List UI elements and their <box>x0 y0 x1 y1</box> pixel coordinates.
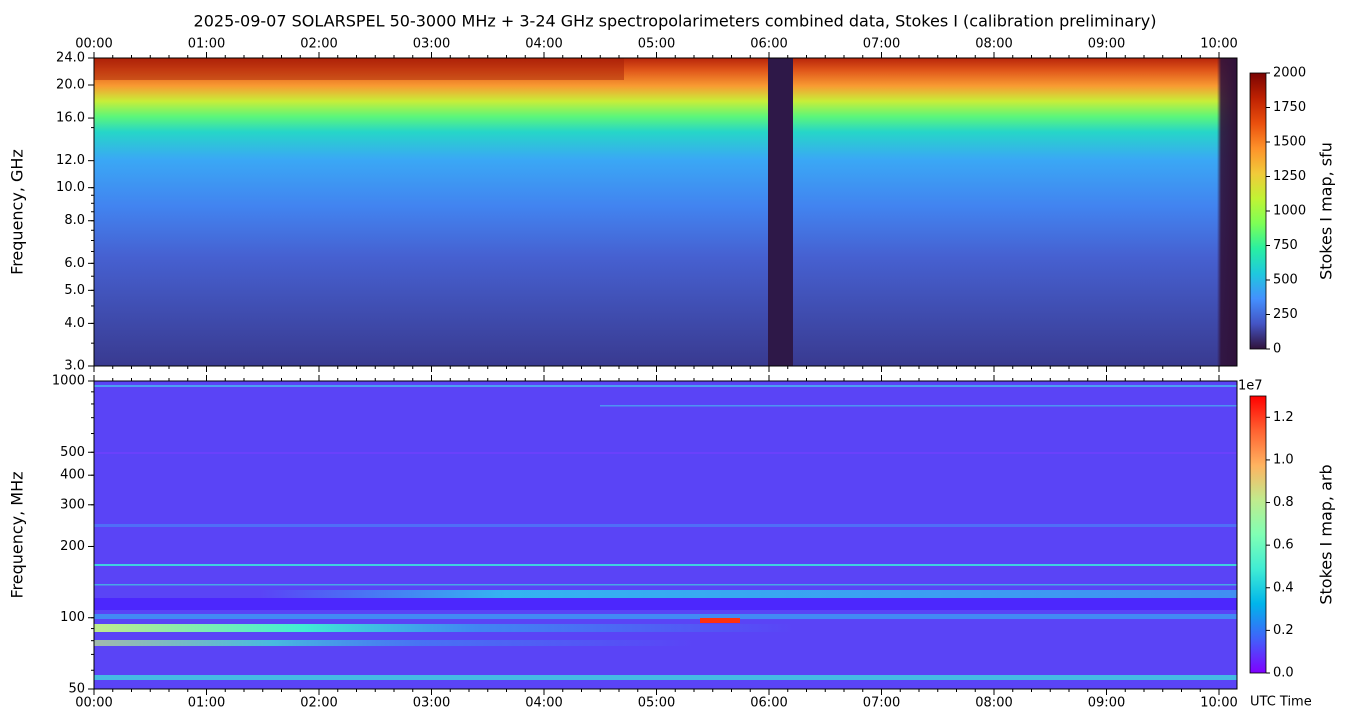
y-tick-label: 20.0 <box>56 78 85 93</box>
y-tick-label: 10.0 <box>56 180 85 195</box>
y-tick-label: 300 <box>60 497 85 512</box>
x-tick-label: 07:00 <box>863 696 900 711</box>
x-tick-label: 06:00 <box>750 37 787 52</box>
colorbar-tick-label: 1500 <box>1273 135 1306 150</box>
x-tick-label: 08:00 <box>975 696 1012 711</box>
colorbar-tick-label: 2000 <box>1273 66 1306 81</box>
colorbar-tick-label: 1.2 <box>1273 410 1294 425</box>
heatmap-gap <box>768 58 793 366</box>
heatmap-band <box>94 624 794 632</box>
heatmap-burst <box>700 618 740 623</box>
colorbar-label: Stokes I map, sfu <box>1317 142 1336 280</box>
x-tick-label: 09:00 <box>1088 37 1125 52</box>
y-tick-label: 6.0 <box>64 256 85 271</box>
x-tick-label: 00:00 <box>75 37 112 52</box>
heatmap-band <box>260 590 1237 598</box>
y-tick-label: 16.0 <box>56 111 85 126</box>
colorbar-tick-label: 1.0 <box>1273 452 1294 467</box>
heatmap-band <box>94 58 624 80</box>
x-tick-label: 03:00 <box>413 37 450 52</box>
y-tick-label: 3.0 <box>64 359 85 374</box>
y-tick-label: 5.0 <box>64 283 85 298</box>
colorbar-tick-label: 1250 <box>1273 169 1306 184</box>
heatmap-band <box>94 614 1237 619</box>
colorbar-tick-label: 1750 <box>1273 100 1306 115</box>
heatmap-line <box>94 584 1237 586</box>
bottom-spectrogram <box>94 381 1237 689</box>
y-tick-label: 1000 <box>52 374 85 389</box>
colorbar-tick-label: 0.2 <box>1273 623 1294 638</box>
heatmap-gap <box>1217 58 1237 366</box>
x-tick-label: 02:00 <box>300 37 337 52</box>
heatmap-line <box>600 405 1237 407</box>
x-tick-label: 03:00 <box>413 696 450 711</box>
top-spectrogram <box>94 58 1237 366</box>
x-axis-label: UTC Time <box>1250 695 1312 710</box>
y-tick-label: 50 <box>68 682 85 697</box>
heatmap-field <box>94 381 1237 689</box>
x-tick-label: 05:00 <box>638 37 675 52</box>
x-tick-label: 09:00 <box>1088 696 1125 711</box>
x-tick-label: 01:00 <box>188 37 225 52</box>
x-tick-label: 05:00 <box>638 696 675 711</box>
colorbar-tick-label: 250 <box>1273 307 1298 322</box>
x-tick-label: 08:00 <box>975 37 1012 52</box>
chart-title: 2025-09-07 SOLARSPEL 50-3000 MHz + 3-24 … <box>194 12 1157 31</box>
x-tick-label: 07:00 <box>863 37 900 52</box>
y-tick-label: 12.0 <box>56 153 85 168</box>
colorbar-tick-label: 0.6 <box>1273 538 1294 553</box>
colorbar-offset: 1e7 <box>1238 379 1263 394</box>
colorbar-tick-label: 0 <box>1273 342 1281 357</box>
x-tick-label: 02:00 <box>300 696 337 711</box>
x-tick-label: 04:00 <box>525 696 562 711</box>
colorbar-tick-label: 500 <box>1273 273 1298 288</box>
y-tick-label: 8.0 <box>64 213 85 228</box>
heatmap-band <box>94 675 1237 680</box>
colorbar-tick-label: 1000 <box>1273 204 1306 219</box>
x-tick-label: 10:00 <box>1200 37 1237 52</box>
y-axis-label: Frequency, MHz <box>8 471 27 598</box>
colorbar-tick-label: 0.4 <box>1273 580 1294 595</box>
heatmap-band <box>94 598 1237 610</box>
heatmap-line <box>94 452 1237 454</box>
x-tick-label: 01:00 <box>188 696 225 711</box>
y-tick-label: 400 <box>60 468 85 483</box>
colorbar <box>1249 395 1267 674</box>
x-tick-label: 00:00 <box>75 696 112 711</box>
colorbar-tick-label: 750 <box>1273 238 1298 253</box>
y-tick-label: 100 <box>60 610 85 625</box>
y-tick-label: 200 <box>60 539 85 554</box>
x-tick-label: 06:00 <box>750 696 787 711</box>
heatmap-line <box>94 524 1237 527</box>
colorbar-tick-label: 0.0 <box>1273 666 1294 681</box>
heatmap-line <box>94 564 1237 566</box>
heatmap-band <box>94 640 694 646</box>
y-tick-label: 4.0 <box>64 316 85 331</box>
y-tick-label: 500 <box>60 445 85 460</box>
heatmap-line <box>94 385 1237 387</box>
y-axis-label: Frequency, GHz <box>8 149 27 275</box>
y-tick-label: 24.0 <box>56 51 85 66</box>
heatmap-field <box>94 58 1237 366</box>
x-tick-label: 10:00 <box>1200 696 1237 711</box>
colorbar-tick-label: 0.8 <box>1273 495 1294 510</box>
plot-frame <box>93 380 1238 690</box>
colorbar <box>1249 72 1267 350</box>
x-tick-label: 04:00 <box>525 37 562 52</box>
colorbar-label: Stokes I map, arb <box>1317 464 1336 604</box>
